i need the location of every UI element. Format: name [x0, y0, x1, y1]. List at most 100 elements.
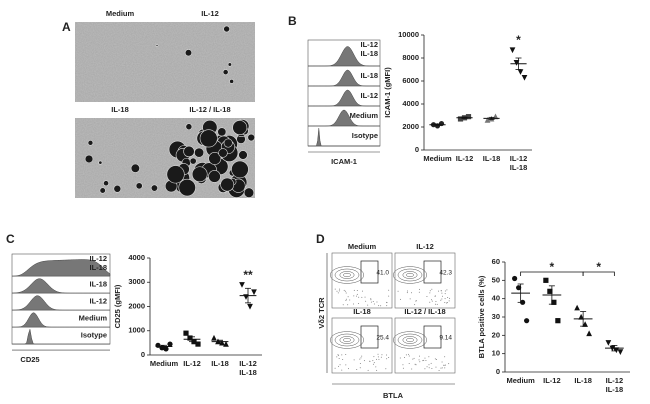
flow-event	[429, 301, 431, 303]
image-label: IL-18	[111, 105, 129, 114]
flow-event	[444, 367, 446, 369]
panel-letter: B	[288, 14, 297, 28]
data-point	[555, 318, 561, 324]
flow-event	[418, 359, 420, 361]
flow-contour	[392, 331, 428, 349]
panel-letter: C	[6, 232, 15, 246]
hist-xlabel: ICAM-1	[331, 157, 357, 166]
flow-event	[399, 298, 401, 300]
histogram	[11, 278, 110, 294]
data-point	[223, 340, 229, 347]
flow-event	[345, 354, 347, 356]
micrograph-grain	[75, 22, 165, 102]
cell-cluster	[191, 166, 208, 183]
data-point	[183, 330, 189, 336]
flow-event	[443, 364, 445, 366]
cell-cluster	[194, 147, 205, 158]
histogram	[11, 295, 110, 311]
data-point	[239, 282, 245, 288]
image-label: Medium	[106, 9, 135, 18]
flow-event	[418, 291, 420, 293]
flow-event	[334, 367, 336, 369]
y-tick-label: 1000	[128, 326, 145, 335]
flow-event	[444, 298, 446, 300]
data-point	[605, 340, 612, 346]
x-tick-label: Medium	[506, 376, 535, 385]
flow-event	[336, 356, 338, 358]
flow-event	[441, 367, 443, 369]
cell-cluster	[222, 69, 229, 76]
flow-event	[418, 288, 420, 290]
flow-event	[448, 363, 450, 365]
data-point	[547, 288, 553, 294]
image-label: IL-12	[201, 9, 219, 18]
flow-event	[347, 304, 349, 306]
data-point	[247, 303, 253, 310]
flow-event	[356, 293, 358, 295]
image-label: IL-12 / IL-18	[189, 105, 230, 114]
flow-event	[370, 298, 372, 300]
x-tick-label: IL-18	[211, 359, 229, 368]
y-tick-label: 0	[415, 145, 419, 154]
x-tick-label: IL-12	[543, 376, 561, 385]
y-axis-label: BTLA positive cells (%)	[477, 275, 486, 358]
flow-event	[380, 356, 382, 358]
y-tick-label: 0	[496, 367, 500, 376]
flow-value: 42.3	[439, 270, 452, 277]
flow-event	[338, 365, 340, 367]
flow-event	[372, 360, 374, 362]
y-tick-label: 6000	[402, 76, 419, 85]
flow-contour	[334, 268, 360, 282]
flow-contour	[392, 266, 428, 284]
flow-contour	[402, 336, 418, 344]
flow-value: 41.0	[376, 270, 389, 277]
flow-event	[388, 289, 390, 291]
cell-cluster	[150, 184, 158, 192]
cell-cluster	[227, 62, 232, 67]
significance: **	[243, 268, 253, 282]
cell-cluster	[247, 133, 255, 142]
flow-gate	[360, 260, 379, 284]
cell-cluster	[84, 154, 94, 164]
hist-label: IL-12 IL-18	[89, 254, 107, 272]
flow-event	[435, 366, 437, 368]
x-tick-label: IL-12 IL-18	[239, 359, 257, 377]
flow-event	[444, 290, 446, 292]
flow-event	[440, 367, 442, 369]
flow-event	[447, 297, 449, 299]
flow-event	[344, 290, 346, 292]
y-tick-label: 50	[492, 275, 500, 284]
cell-cluster	[113, 184, 122, 193]
flow-event	[334, 288, 336, 290]
flow-event	[364, 296, 366, 298]
y-tick-label: 4000	[128, 253, 145, 262]
hist-label: IL-12 IL-18	[360, 40, 378, 58]
histogram	[308, 89, 380, 107]
flow-event	[370, 301, 372, 303]
cell-cluster	[185, 123, 193, 131]
data-point	[195, 341, 201, 347]
flow-event	[377, 353, 379, 355]
hist-label: IL-12	[360, 91, 378, 100]
flow-event	[345, 299, 347, 301]
flow-event	[359, 367, 361, 369]
data-point	[465, 114, 472, 120]
y-tick-label: 10	[492, 349, 500, 358]
flow-event	[363, 360, 365, 362]
flow-event	[347, 296, 349, 298]
flow-event	[406, 292, 408, 294]
flow-event	[381, 354, 383, 356]
data-point	[613, 347, 620, 354]
flow-event	[428, 356, 430, 358]
histogram	[11, 259, 111, 277]
hist-frame	[11, 253, 111, 345]
cell-cluster	[103, 180, 109, 187]
y-tick-label: 10000	[398, 30, 419, 39]
data-point	[586, 330, 592, 337]
flow-event	[342, 358, 344, 360]
flow-event	[377, 356, 379, 358]
flow-event	[440, 290, 442, 292]
flow-event	[423, 359, 425, 361]
x-tick-label: IL-12	[183, 359, 201, 368]
y-tick-label: 20	[492, 330, 500, 339]
